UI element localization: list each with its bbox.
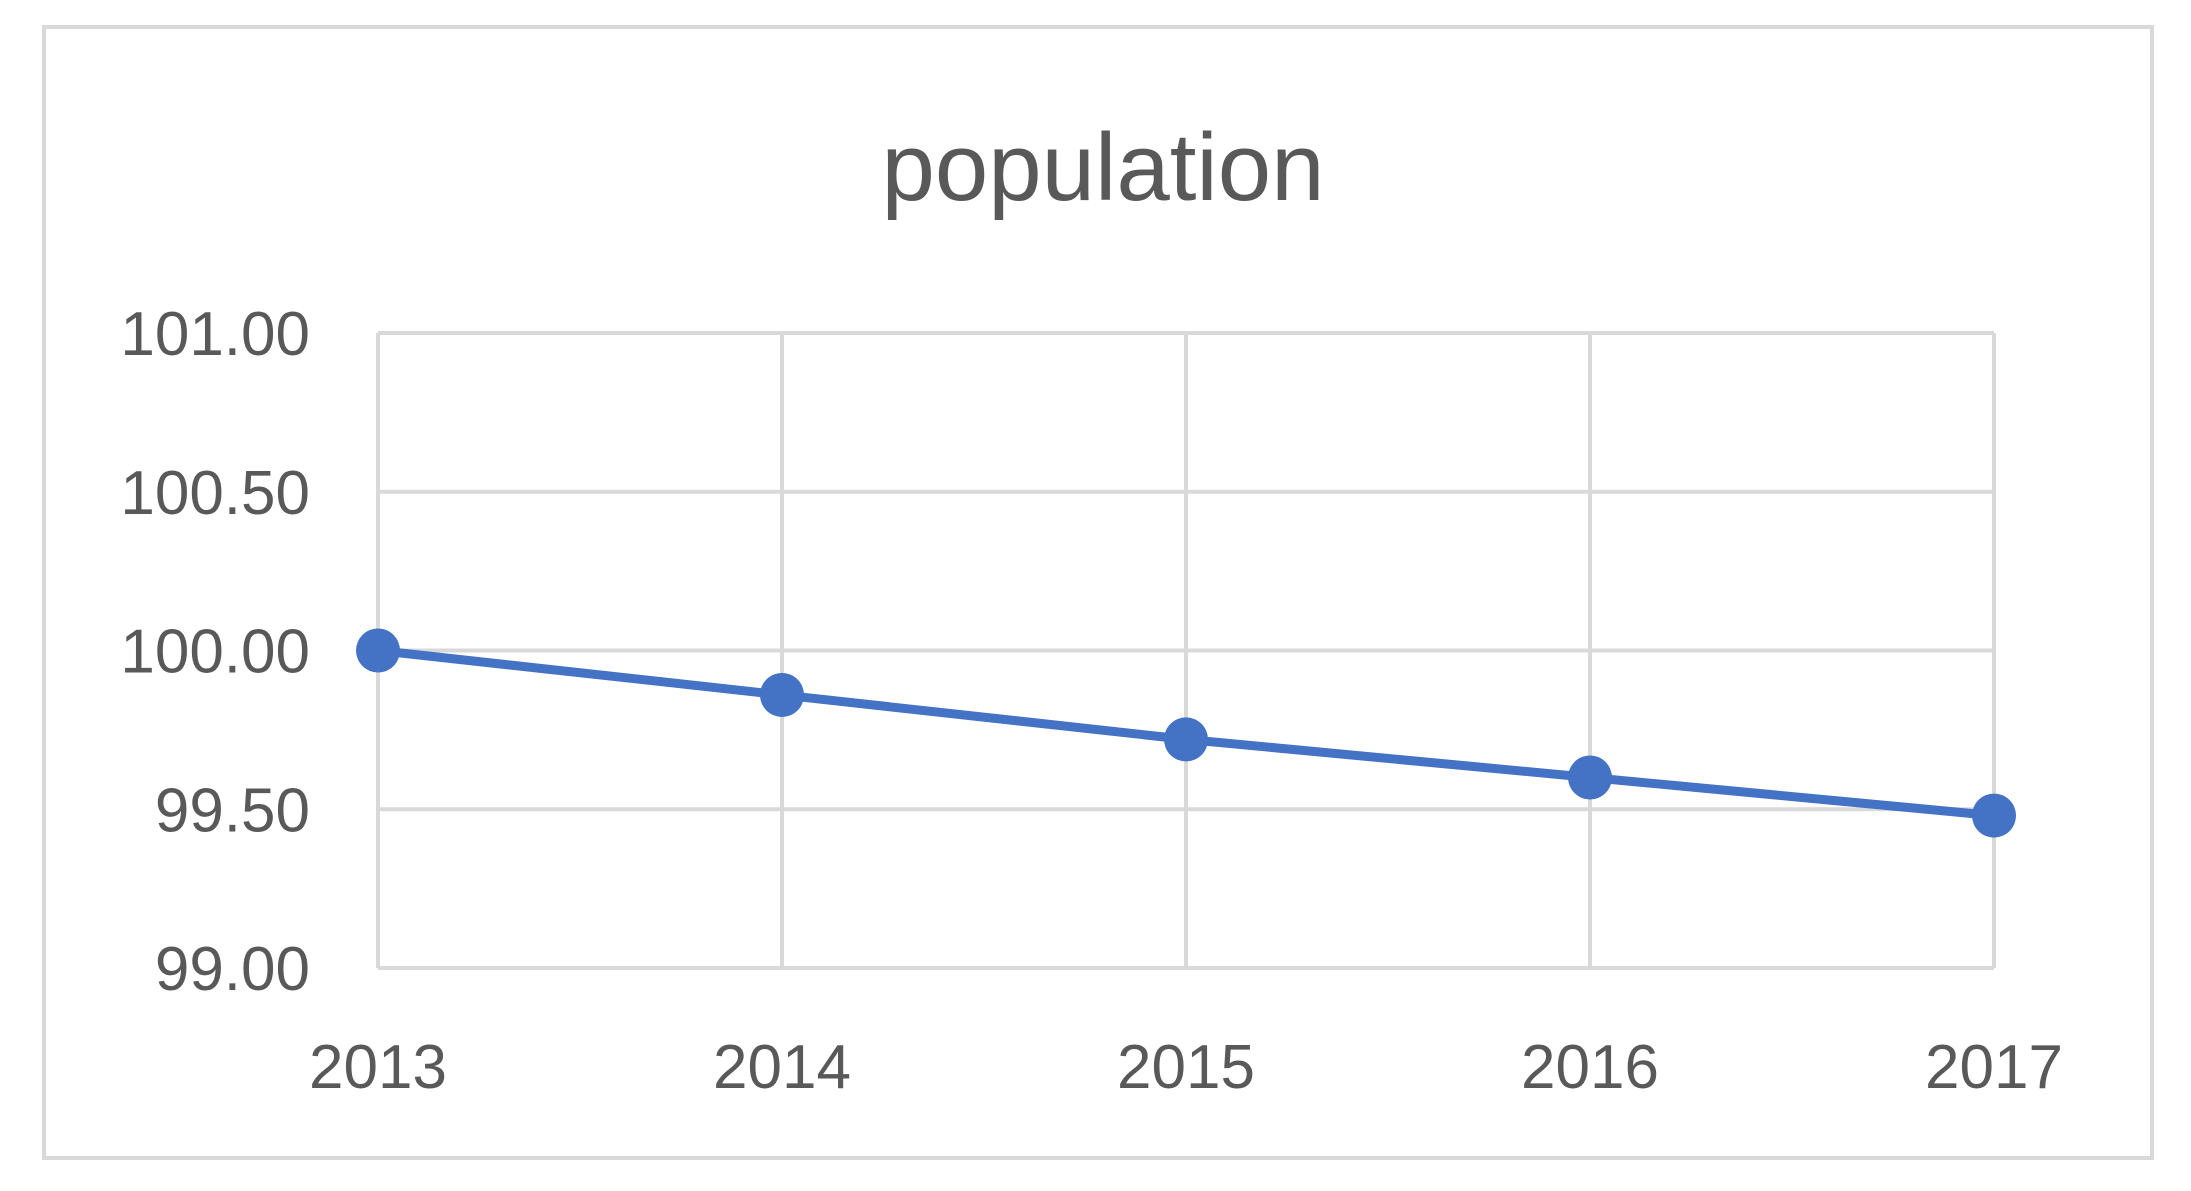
y-tick-label: 101.00 xyxy=(120,300,310,369)
y-tick-label: 100.00 xyxy=(120,618,310,687)
x-tick-label: 2014 xyxy=(713,1033,851,1102)
series-population xyxy=(356,628,2016,838)
chart-frame xyxy=(42,25,2154,1160)
x-tick-label: 2016 xyxy=(1521,1033,1659,1102)
chart-title: population xyxy=(881,114,1324,221)
data-point-2015 xyxy=(1164,717,1208,762)
data-point-2014 xyxy=(760,672,804,717)
x-tick-label: 2013 xyxy=(309,1033,447,1102)
x-tick-label: 2015 xyxy=(1117,1033,1255,1102)
y-tick-label: 99.50 xyxy=(155,776,310,845)
x-tick-label: 2017 xyxy=(1925,1033,2063,1102)
horizontal-gridlines xyxy=(378,331,1994,970)
data-point-2013 xyxy=(356,628,400,673)
y-tick-label: 99.00 xyxy=(155,935,310,1004)
data-point-2016 xyxy=(1568,755,1612,800)
data-point-2017 xyxy=(1972,793,2016,838)
x-axis-tick-labels: 2013 2014 2015 2016 2017 xyxy=(309,1033,2063,1102)
y-axis-tick-labels: 101.00 100.50 100.00 99.50 99.00 xyxy=(120,300,310,1004)
y-tick-label: 100.50 xyxy=(120,459,310,528)
